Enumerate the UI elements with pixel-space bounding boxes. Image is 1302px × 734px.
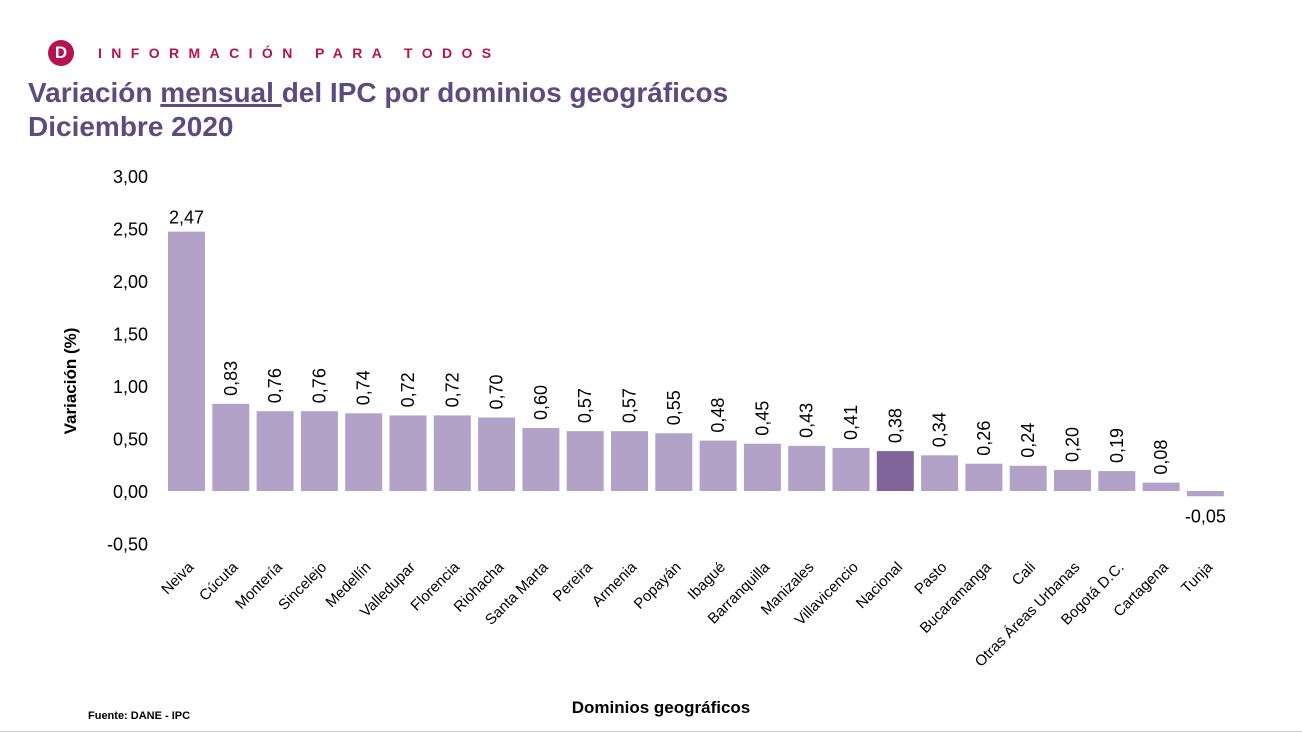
y-tick-label: 2,50 — [113, 220, 148, 240]
x-axis-label: Dominios geográficos — [572, 698, 751, 717]
y-tick-label: 0,00 — [113, 482, 148, 502]
title-underlined: mensual — [160, 77, 282, 108]
bar-5 — [389, 415, 427, 491]
x-tick-label: Cali — [1009, 559, 1039, 589]
data-label: 2,47 — [169, 208, 204, 228]
bar-21 — [1098, 471, 1136, 491]
y-tick-label: 1,00 — [113, 377, 148, 397]
data-label: 0,24 — [1018, 423, 1038, 458]
bar-7 — [478, 417, 516, 491]
bar-17 — [921, 455, 959, 491]
bar-8 — [522, 428, 560, 491]
x-tick-label: Neiva — [158, 558, 198, 598]
data-label: 0,76 — [265, 368, 285, 403]
bar-6 — [433, 415, 471, 491]
bar-2 — [256, 411, 294, 491]
divider — [0, 731, 1302, 732]
bar-13 — [743, 443, 781, 491]
data-label: 0,55 — [664, 390, 684, 425]
bar-1 — [212, 403, 250, 491]
y-tick-label: 1,50 — [113, 325, 148, 345]
bar-11 — [655, 433, 693, 491]
bar-15 — [832, 447, 870, 491]
y-tick-label: 0,50 — [113, 430, 148, 450]
data-label: 0,43 — [797, 403, 817, 438]
title-date: Diciembre 2020 — [28, 111, 234, 142]
bar-18 — [965, 463, 1003, 491]
y-tick-label: -0,50 — [107, 535, 148, 555]
page-title: Variación mensual del IPC por dominios g… — [28, 76, 728, 144]
data-label: 0,20 — [1063, 427, 1083, 462]
bar-23 — [1186, 491, 1224, 497]
data-label: 0,45 — [752, 401, 772, 436]
data-label: 0,83 — [221, 361, 241, 396]
data-label: 0,76 — [309, 368, 329, 403]
tagline: INFORMACIÓN PARA TODOS — [98, 45, 501, 61]
data-label: 0,57 — [620, 388, 640, 423]
data-label: 0,74 — [354, 370, 374, 405]
data-label: 0,41 — [841, 405, 861, 440]
bar-3 — [300, 411, 338, 491]
x-tick-label: Popayán — [631, 559, 685, 613]
data-label: 0,26 — [974, 421, 994, 456]
x-tick-label: Tunja — [1178, 558, 1217, 597]
title-part2: del IPC por dominios geográficos — [281, 77, 729, 108]
y-axis-label: Variación (%) — [61, 328, 80, 435]
brand-header: D INFORMACIÓN PARA TODOS — [48, 40, 501, 66]
data-label: -0,05 — [1185, 506, 1226, 526]
data-label: 0,08 — [1151, 440, 1171, 475]
bar-22 — [1142, 482, 1180, 491]
data-label: 0,57 — [575, 388, 595, 423]
x-tick-label: Nacional — [853, 559, 906, 612]
x-tick-label: Pasto — [911, 559, 950, 598]
bar-14 — [788, 445, 826, 491]
source-note: Fuente: DANE - IPC — [88, 710, 191, 722]
bar-12 — [699, 440, 737, 491]
data-label: 0,72 — [442, 372, 462, 407]
data-label: 0,60 — [531, 385, 551, 420]
bar-10 — [611, 431, 648, 491]
data-label: 0,70 — [487, 374, 507, 409]
y-tick-label: 3,00 — [113, 167, 148, 187]
bar-16 — [876, 451, 914, 491]
data-label: 0,48 — [708, 398, 728, 433]
data-label: 0,19 — [1107, 428, 1127, 463]
bar-0 — [168, 231, 205, 491]
dane-logo: D — [48, 40, 74, 66]
bar-4 — [345, 413, 383, 491]
bar-19 — [1009, 465, 1047, 491]
data-label: 0,72 — [398, 372, 418, 407]
bar-9 — [566, 431, 604, 491]
y-tick-label: 2,00 — [113, 272, 148, 292]
x-tick-label: Sincelejo — [275, 559, 330, 614]
title-part1: Variación — [28, 77, 161, 108]
data-label: 0,38 — [885, 408, 905, 443]
bar-20 — [1054, 470, 1091, 491]
data-label: 0,34 — [930, 412, 950, 447]
